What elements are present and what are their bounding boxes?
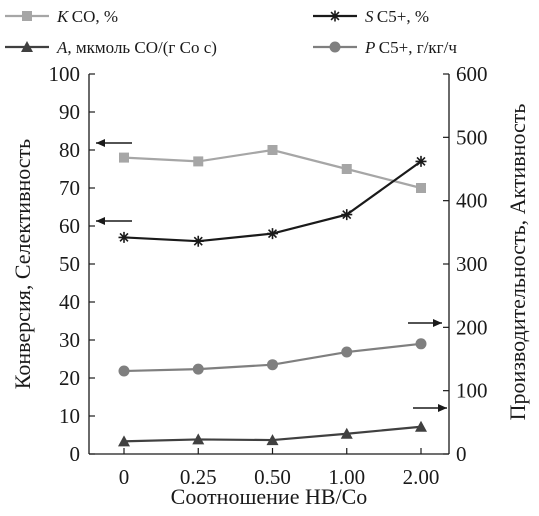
legend-symbol: K [56,7,70,26]
left-tick-label: 30 [59,328,80,352]
data-point [193,156,204,167]
legend-item-a: A, мкмоль CO/(г Co с) [5,38,217,57]
legend-symbol: P [364,38,375,57]
legend-item-k: K CO, % [5,7,118,26]
arrow-head [438,404,447,412]
right-tick-label: 400 [456,189,488,213]
left-tick-label: 0 [70,442,81,466]
series-a [118,420,427,447]
legend-text: C5+, % [374,7,430,26]
x-tick-label: 2.00 [403,465,440,489]
left-tick-label: 40 [59,290,80,314]
left-axis-title: Конверсия, Селективность [10,139,35,389]
left-tick-label: 60 [59,214,80,238]
series-k [119,145,426,193]
legend-symbol: A [56,38,68,57]
legend: K CO, % S C5+, % A, мкмоль CO/(г Co с) P C5… [5,7,457,57]
legend-label: P C5+, г/кг/ч [364,38,457,57]
plot-area [88,74,450,455]
data-point [415,420,427,432]
x-axis-title: Соотношение HB/Co [171,484,368,509]
data-point [267,145,278,155]
data-point [266,434,279,446]
right-axis-title: Производительность, Активность [505,104,530,421]
arrow-head [96,217,105,225]
data-point [416,183,426,193]
arrow-head [96,139,105,147]
data-point [119,152,129,163]
legend-text: , мкмоль CO/(г Co с) [67,38,217,57]
left-tick-label: 70 [59,176,80,200]
data-point [267,359,278,371]
data-point [118,435,130,447]
right-tick-label: 200 [456,315,488,339]
axis-arrow [96,139,132,147]
left-axis-ticks: 0 10 20 30 40 50 60 70 80 90 100 [49,62,95,466]
legend-marker [21,41,33,52]
data-point [341,346,353,358]
data-point [192,363,204,375]
axis-arrows [96,139,447,412]
legend-marker [329,41,341,53]
x-axis-ticks: 0 0.25 0.50 1.00 2.00 [119,448,440,489]
left-tick-label: 90 [59,100,80,124]
data-point [118,365,130,377]
left-tick-label: 80 [59,138,80,162]
data-point [415,338,427,350]
x-tick-label: 0 [119,465,130,489]
legend-text: C5+, г/кг/ч [375,38,457,57]
data-point [118,231,130,243]
legend-label: S C5+, % [365,7,429,26]
data-point [192,235,204,247]
axis-arrow [96,217,132,225]
right-tick-label: 600 [456,62,488,86]
right-tick-label: 0 [456,442,467,466]
left-tick-label: 100 [49,62,81,86]
series-p [118,338,427,377]
series-layer [118,145,427,447]
data-point [192,433,205,445]
left-tick-label: 20 [59,366,80,390]
arrow-head [433,319,442,327]
data-point [415,155,427,167]
axis-arrow [408,319,442,327]
axis-arrow [413,404,447,412]
legend-marker [329,10,341,22]
legend-marker [22,11,32,21]
series-line [123,148,422,190]
data-point [340,427,353,439]
right-tick-label: 500 [456,125,488,149]
data-point [267,228,278,240]
legend-label: K CO, % [56,7,118,26]
x-tick-label: 0.25 [180,465,217,489]
legend-symbol: S [365,7,374,26]
legend-text: CO, % [68,7,118,26]
right-tick-label: 300 [456,252,488,276]
data-point [341,209,353,221]
x-tick-label: 0.50 [254,465,291,489]
legend-item-p: P C5+, г/кг/ч [313,38,457,57]
left-tick-label: 50 [59,252,80,276]
left-tick-label: 10 [59,404,80,428]
legend-item-s: S C5+, % [313,7,429,26]
right-tick-label: 100 [456,379,488,403]
series-s [118,155,427,247]
legend-label: A, мкмоль CO/(г Co с) [56,38,217,57]
data-point [341,164,352,174]
right-axis-ticks: 0 100 200 300 400 500 600 [443,62,488,466]
x-tick-label: 1.00 [328,465,365,489]
